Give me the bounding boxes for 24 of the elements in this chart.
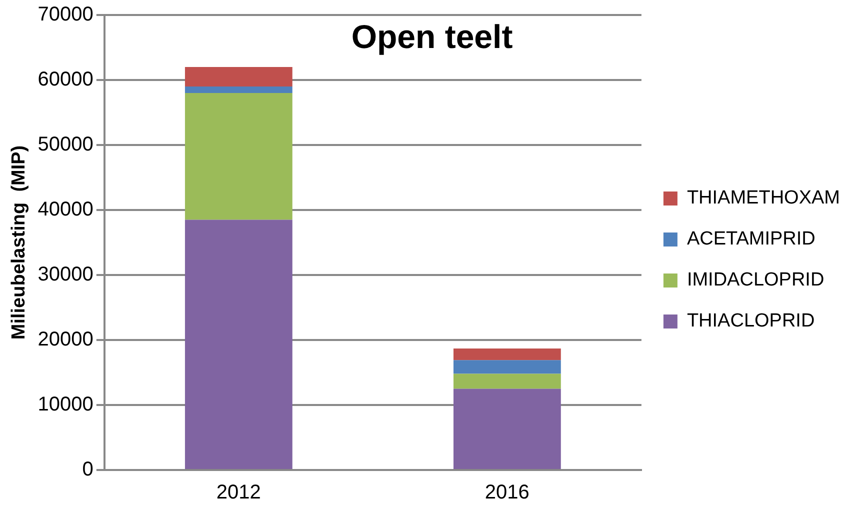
legend-label: THIAMETHOXAM xyxy=(686,188,840,209)
y-tick-label: 0 xyxy=(82,458,94,481)
bar xyxy=(184,93,292,220)
bar xyxy=(453,388,561,469)
y-tick-label: 20000 xyxy=(38,328,94,351)
y-tick-label: 50000 xyxy=(38,134,94,156)
bar xyxy=(453,360,561,374)
bar xyxy=(184,86,292,93)
y-tick-label: 70000 xyxy=(38,4,94,26)
x-tick-label: 2016 xyxy=(484,482,530,504)
bar xyxy=(184,220,292,469)
legend-label: ACETAMIPRID xyxy=(686,228,816,250)
bar xyxy=(453,374,561,389)
chart-title: Open teelt xyxy=(351,18,513,56)
legend-label: IMIDACLOPRID xyxy=(686,270,824,291)
y-tick-label: 30000 xyxy=(38,264,94,286)
bar xyxy=(184,67,292,86)
y-tick-label: 10000 xyxy=(38,394,94,416)
legend-label: THIACLOPRID xyxy=(686,310,815,332)
y-axis-title: Milieubelasting (MIP) xyxy=(8,145,30,340)
bar xyxy=(453,348,561,360)
y-tick-label: 40000 xyxy=(38,198,94,221)
y-tick-label: 60000 xyxy=(38,68,94,91)
x-tick-label: 2012 xyxy=(216,482,261,504)
